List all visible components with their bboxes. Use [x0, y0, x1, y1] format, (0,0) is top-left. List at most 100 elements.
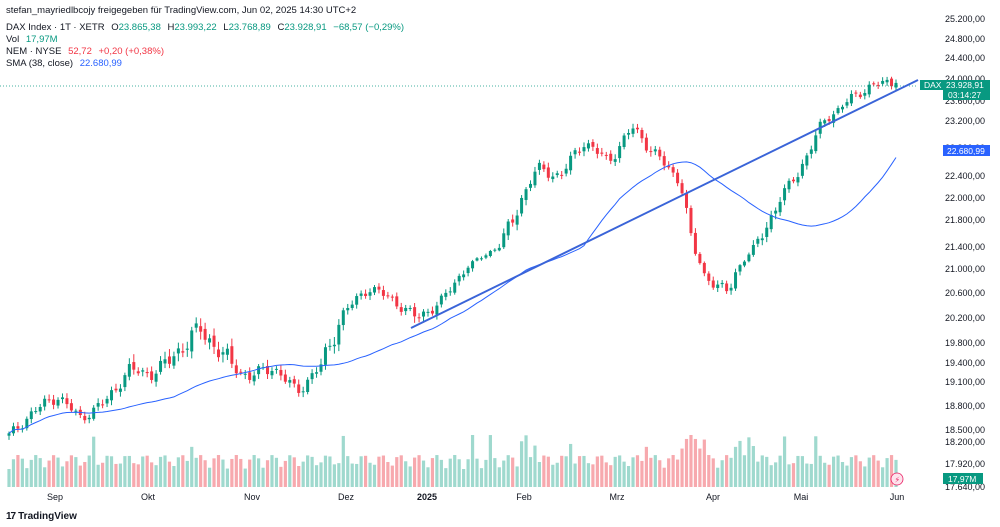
volume-bar	[738, 440, 742, 487]
candle-body	[586, 143, 590, 149]
candle-body	[283, 374, 287, 382]
y-tick-label: 17.640,00	[945, 482, 985, 492]
volume-bar	[386, 462, 390, 487]
dax-price-badge	[920, 80, 990, 90]
candle-body	[252, 375, 256, 382]
candle-body	[176, 348, 180, 354]
volume-bar	[83, 461, 87, 487]
candle-body	[613, 159, 617, 162]
volume-bar	[47, 460, 51, 487]
volume-bar	[395, 457, 399, 487]
volume-bar	[658, 460, 662, 487]
volume-bar	[154, 465, 158, 487]
volume-bar	[805, 463, 809, 487]
volume-bar	[319, 462, 323, 487]
x-tick-label: Mrz	[610, 492, 625, 502]
volume-bar	[488, 435, 492, 487]
volume-bar	[809, 463, 813, 487]
volume-bar	[221, 459, 225, 487]
nem-legend[interactable]: NEM · NYSE 52,72 +0,20 (+0,38%)	[6, 46, 164, 58]
candle-body	[845, 102, 849, 106]
volume-bar	[667, 458, 671, 487]
candle-body	[881, 80, 885, 84]
y-tick-label: 22.400,00	[945, 171, 985, 181]
candle-body	[529, 183, 533, 188]
candle-body	[600, 152, 604, 154]
candle-body	[65, 398, 69, 405]
candle-body	[310, 373, 314, 380]
candle-body	[765, 227, 769, 237]
high-value: 23.993,22	[174, 22, 217, 33]
candle-body	[422, 311, 426, 317]
ohlc-legend[interactable]: DAX Index · 1T · XETR O23.865,38 H23.993…	[6, 22, 404, 34]
volume-bar	[56, 457, 60, 487]
candle-body	[863, 93, 867, 96]
candle-body	[631, 128, 635, 134]
volume-bar	[207, 467, 212, 487]
volume-bar	[127, 455, 131, 487]
candle-body	[297, 384, 301, 393]
lightning-icon[interactable]	[890, 472, 904, 486]
volume-bar	[109, 456, 114, 487]
volume-bar	[693, 438, 698, 487]
candle-body	[430, 310, 434, 314]
candle-body	[225, 348, 229, 355]
volume-label[interactable]: Vol	[6, 34, 20, 45]
x-tick-label: Okt	[141, 492, 156, 502]
sma-legend[interactable]: SMA (38, close) 22.680,99	[6, 58, 122, 70]
candle-body	[52, 399, 56, 405]
candle-body	[408, 308, 412, 310]
volume-bar	[225, 468, 230, 487]
candle-body	[38, 407, 42, 412]
volume-bar	[74, 457, 78, 487]
candle-body	[809, 149, 813, 154]
nem-label[interactable]: NEM · NYSE	[6, 46, 62, 57]
volume-bar	[355, 463, 359, 487]
y-tick-label: 24.800,00	[945, 34, 985, 44]
volume-bar	[600, 455, 604, 487]
volume-bar	[577, 456, 582, 487]
candle-body	[377, 286, 381, 290]
volume-legend[interactable]: Vol 17,97M	[6, 34, 58, 46]
candle-body	[368, 292, 372, 296]
candle-body	[359, 293, 363, 296]
candle-body	[627, 132, 631, 135]
volume-bar	[782, 436, 787, 487]
candle-body	[435, 305, 439, 315]
candle-body	[649, 151, 653, 153]
nem-change: +0,20 (+0,38%)	[98, 46, 165, 57]
candle-body	[858, 94, 862, 98]
time-axis[interactable]: Sep Okt Nov Dez 2025 Feb Mrz Apr Mai Jun	[47, 492, 904, 502]
volume-bar	[586, 463, 591, 487]
volume-bar	[711, 458, 715, 487]
volume-bar	[551, 464, 555, 487]
candle-body	[114, 388, 118, 391]
y-tick-label: 18.800,00	[945, 401, 985, 411]
sma-label[interactable]: SMA (38, close)	[6, 58, 74, 69]
volume-bar	[845, 465, 849, 487]
volume-bar	[671, 455, 675, 487]
volume-bar	[618, 455, 622, 487]
volume-bar	[564, 456, 568, 487]
volume-bar	[60, 466, 65, 487]
symbol-label[interactable]: DAX Index · 1T · XETR	[6, 22, 105, 33]
shared-by-line: stefan_mayriedlbcojy freigegeben für Tra…	[6, 5, 356, 17]
candle-body	[159, 360, 163, 372]
candle-body	[533, 171, 537, 186]
trend-line[interactable]	[410, 79, 919, 329]
volume-value: 17,97M	[25, 34, 58, 45]
volume-bar	[533, 445, 537, 487]
open-label: O	[111, 22, 119, 33]
candle-body	[849, 93, 853, 104]
volume-bar	[649, 457, 653, 487]
volume-bar	[185, 460, 189, 487]
tradingview-logo[interactable]: 17 TradingView	[6, 511, 77, 522]
volume-bar	[439, 459, 443, 487]
volume-bar	[306, 455, 310, 487]
volume-bar	[65, 461, 69, 487]
high-label: H	[167, 22, 175, 33]
candle-body	[778, 201, 782, 213]
candle-body	[720, 282, 724, 285]
volume-bar	[872, 455, 876, 487]
